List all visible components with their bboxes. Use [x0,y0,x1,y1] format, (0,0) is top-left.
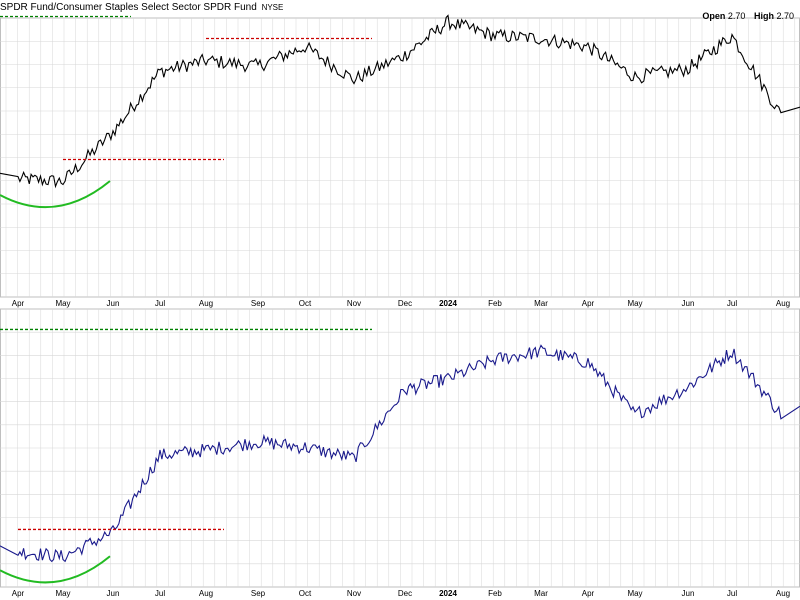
x-tick-label: Apr [12,299,25,308]
x-tick-label: 2024 [439,589,457,598]
exchange-label: NYSE [261,3,284,12]
x-tick-label: Aug [776,299,790,308]
x-tick-label: Mar [534,299,548,308]
x-tick-label: Aug [199,589,213,598]
bowl-curve [0,180,111,209]
x-tick-label: Jun [682,589,695,598]
x-tick-label: Aug [776,589,790,598]
x-tick-label: Nov [347,589,361,598]
chart-title: SPDR Fund/Consumer Staples Select Sector… [0,2,283,13]
high-label: High [753,11,774,21]
x-tick-label: Jul [727,589,737,598]
x-tick-label: Jun [107,589,120,598]
x-tick-label: Feb [488,589,502,598]
x-tick-label: May [55,299,70,308]
x-tick-label: Oct [299,589,312,598]
x-tick-label: Jul [155,589,165,598]
x-tick-label: Jun [682,299,695,308]
x-tick-label: Dec [398,589,412,598]
x-tick-label: Apr [12,589,25,598]
x-tick-label: Oct [299,299,312,308]
open-label: Open [702,11,726,21]
x-tick-label: May [627,589,642,598]
x-tick-label: May [627,299,642,308]
x-tick-label: May [55,589,70,598]
ohlc-readout: Open 2.70 High 2.70 [702,11,800,21]
x-tick-label: Jul [155,299,165,308]
x-tick-label: Nov [347,299,361,308]
x-tick-label: Sep [251,299,266,308]
x-tick-label: Aug [199,299,213,308]
x-tick-label: 2024 [439,299,457,308]
bowl-curve [0,555,111,584]
x-tick-label: Feb [488,299,502,308]
x-tick-label: Mar [534,589,548,598]
high-value: 2.70 [776,11,794,21]
x-tick-label: Sep [251,589,266,598]
title-text: SPDR Fund/Consumer Staples Select Sector… [0,2,257,13]
open-value: 2.70 [727,11,746,21]
x-tick-label: Dec [398,299,412,308]
price-line [0,344,800,563]
x-tick-label: Apr [582,299,595,308]
x-tick-label: Jul [727,299,737,308]
price-line [0,14,800,189]
x-tick-label: Apr [582,589,595,598]
x-tick-label: Jun [107,299,120,308]
